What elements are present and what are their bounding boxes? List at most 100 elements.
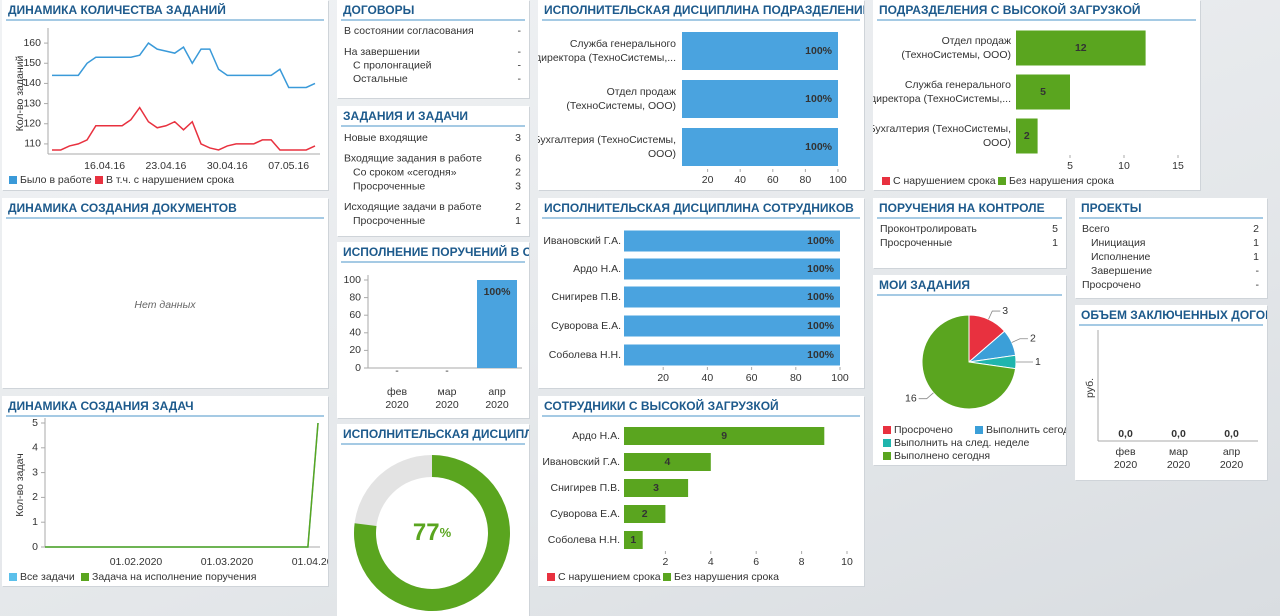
category-label: Соболева Н.Н. (548, 534, 620, 546)
row-label: Со сроком «сегодня» (353, 166, 457, 178)
legend-label: В т.ч. с нарушением срока (106, 174, 234, 186)
category-label: Снигирев П.В. (550, 482, 620, 494)
row-value: 1 (1052, 237, 1058, 249)
value-label: 100% (805, 93, 833, 105)
legend-swatch (998, 177, 1006, 185)
category-label: Отдел продаж (607, 86, 676, 98)
legend-label: С нарушением срока (558, 571, 661, 583)
donut-number: 77 (413, 519, 440, 546)
y-tick-label: 3 (32, 466, 38, 478)
panel: ИСПОЛНИТЕЛЬСКАЯ ДИСЦИПЛИНА СОТРУДНИКОВ 20… (538, 198, 864, 388)
row-value: 1 (515, 215, 521, 227)
panel-bg (873, 198, 1066, 268)
value-label: 2 (642, 508, 648, 520)
value-label: 100% (484, 286, 512, 298)
row-label: Просроченные (353, 180, 425, 192)
panel: ДИНАМИКА СОЗДАНИЯ ЗАДАЧ 0 1 2 3 4 5 Кол-во зада… (2, 396, 328, 586)
x-tick-label: мар (1169, 446, 1188, 458)
panel: ИСПОЛНИТЕЛЬСКАЯ ДИСЦИПЛ... 77% (337, 424, 543, 616)
row-value: 2 (1253, 223, 1259, 235)
row-value: - (518, 59, 522, 71)
legend-swatch (883, 452, 891, 460)
panel-bg (1075, 305, 1267, 480)
row-value: 5 (1052, 223, 1058, 235)
y-tick-label: 1 (32, 516, 38, 528)
value-label: 100% (807, 349, 835, 361)
x-tick-label: 10 (1118, 160, 1130, 172)
y-tick-label: 110 (24, 138, 41, 150)
x-tick-label: апр (488, 386, 506, 398)
pie-value-label: 2 (1030, 333, 1036, 345)
category-label: Бухгалтерия (ТехноСистемы, (869, 123, 1011, 135)
category-label: Ивановский Г.А. (543, 235, 621, 247)
panel: ДИНАМИКА КОЛИЧЕСТВА ЗАДАНИЙ 110 120 130 140 1… (2, 0, 328, 190)
bar (477, 280, 517, 368)
category-label: Суворова Е.А. (550, 508, 620, 520)
legend-label: Выполнено сегодня (894, 450, 990, 462)
x-tick-label: 30.04.16 (207, 160, 248, 172)
series-line (45, 422, 319, 548)
panel-bg (1075, 198, 1267, 298)
panel: ЗАДАНИЯ И ЗАДАЧИ Новые входящие 3 Входящие … (337, 106, 529, 236)
x-tick-label: 2020 (1114, 459, 1138, 471)
panel: ДИНАМИКА СОЗДАНИЯ ДОКУМЕНТОВ Нет данных (2, 198, 328, 388)
y-tick-label: 0 (355, 362, 361, 374)
value-label: 0,0 (1224, 428, 1239, 440)
row-label: В состоянии согласования (344, 25, 474, 37)
panel-title: ПОДРАЗДЕЛЕНИЯ С ВЫСОКОЙ ЗАГРУЗКОЙ (879, 2, 1141, 17)
x-tick-label: 80 (790, 372, 802, 384)
value-label: 100% (805, 141, 833, 153)
category-label: Служба генерального (905, 79, 1011, 91)
row-label: Остальные (353, 73, 408, 85)
row-label: Входящие задания в работе (344, 152, 482, 164)
x-tick-label: 16.04.16 (84, 160, 125, 172)
bar (682, 32, 838, 70)
row-label: Инициация (1091, 237, 1146, 249)
row-label: Исполнение (1091, 251, 1151, 263)
x-tick-label: 60 (746, 372, 758, 384)
pie-leader (1011, 338, 1028, 343)
x-tick-label: 6 (753, 556, 759, 568)
panel: ДОГОВОРЫ В состоянии согласования - На заве… (337, 0, 529, 98)
bar (682, 80, 838, 118)
bar (1016, 30, 1146, 66)
category-label: Отдел продаж (942, 35, 1011, 47)
y-tick-label: 100 (343, 274, 361, 286)
x-tick-label: фев (387, 386, 407, 398)
no-data: Нет данных (134, 299, 196, 311)
panel-title: ИСПОЛНИТЕЛЬСКАЯ ДИСЦИПЛИНА СОТРУДНИКОВ (544, 201, 854, 215)
row-value: - (518, 73, 522, 85)
panel-title: ИСПОЛНИТЕЛЬСКАЯ ДИСЦИПЛ... (343, 427, 543, 441)
row-value: 2 (515, 166, 521, 178)
panel-title: ИСПОЛНИТЕЛЬСКАЯ ДИСЦИПЛИНА ПОДРАЗДЕЛЕНИЙ (544, 2, 871, 17)
bar (1016, 118, 1038, 154)
category-label: Бухгалтерия (ТехноСистемы, (534, 134, 676, 146)
x-tick-label: 5 (1067, 160, 1073, 172)
y-tick-label: 80 (349, 291, 361, 303)
panel: ПОДРАЗДЕЛЕНИЯ С ВЫСОКОЙ ЗАГРУЗКОЙ 5 10 15 От… (869, 0, 1200, 190)
x-tick-label: 10 (841, 556, 853, 568)
panel: ИСПОЛНИТЕЛЬСКАЯ ДИСЦИПЛИНА ПОДРАЗДЕЛЕНИЙ… (534, 0, 871, 190)
y-tick-label: 160 (23, 37, 41, 49)
pie-leader (988, 310, 1001, 320)
bar (624, 427, 825, 445)
row-value: 1 (1253, 251, 1259, 263)
y-tick-label: 40 (349, 327, 361, 339)
panel-title: СОТРУДНИКИ С ВЫСОКОЙ ЗАГРУЗКОЙ (544, 398, 779, 413)
x-tick-label: 2020 (385, 399, 409, 411)
category-label: Ардо Н.А. (572, 430, 620, 442)
category-label: ООО) (983, 137, 1011, 149)
bar (624, 479, 689, 497)
value-label: 5 (1040, 86, 1046, 98)
legend-swatch (547, 573, 555, 581)
legend-swatch (882, 177, 890, 185)
legend-label: Задача на исполнение поручения (92, 571, 256, 583)
bar (624, 505, 666, 523)
value-label: 9 (721, 430, 727, 442)
value-label: - (395, 365, 399, 377)
row-value: - (1256, 279, 1260, 291)
x-tick-label: 01.03.2020 (201, 556, 254, 568)
row-label: С пролонгацией (353, 59, 432, 71)
value-label: 4 (664, 456, 670, 468)
